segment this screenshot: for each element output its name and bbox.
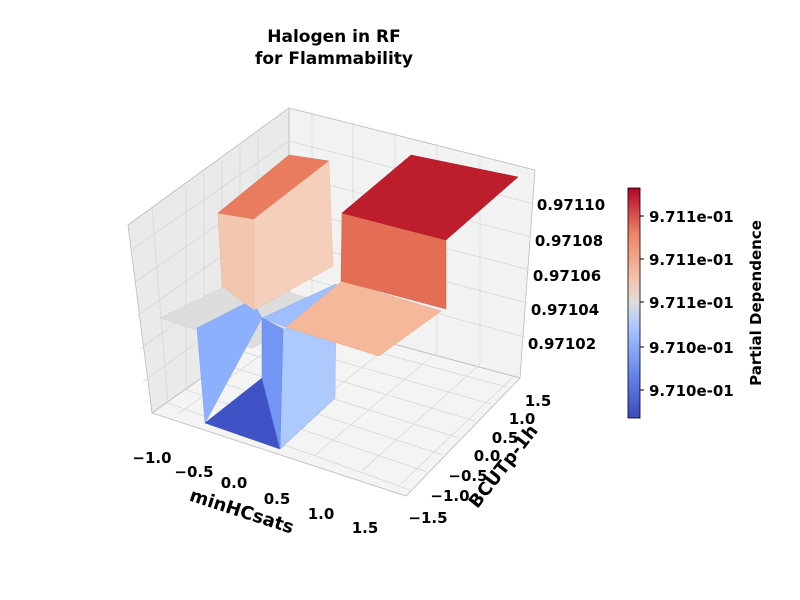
colorbar-tick-label: 9.711e-01 bbox=[649, 294, 734, 312]
y-tick-label: −1.0 bbox=[430, 487, 469, 505]
x-tick-label: 0.5 bbox=[264, 490, 291, 508]
y-tick-label: 1.5 bbox=[525, 392, 552, 410]
colorbar-tick-label: 9.711e-01 bbox=[649, 208, 734, 226]
surface-mid-low-wall bbox=[261, 317, 284, 450]
x-tick-label: 1.0 bbox=[308, 505, 335, 523]
chart-title-line1: Halogen in RF bbox=[267, 27, 400, 47]
colorbar: 9.710e-01 9.710e-01 9.711e-01 9.711e-01 … bbox=[627, 187, 765, 419]
surface-left-high-front bbox=[253, 160, 334, 311]
colorbar-tick-label: 9.710e-01 bbox=[649, 382, 734, 400]
surface-mid-plateau bbox=[285, 280, 442, 357]
y-tick-label: −0.5 bbox=[448, 467, 487, 485]
surface bbox=[159, 154, 519, 450]
z-tick-label: 0.97108 bbox=[535, 232, 603, 250]
y-tick-label: 1.0 bbox=[509, 410, 536, 428]
y-tick-label: 0.0 bbox=[474, 447, 501, 465]
surface-right-high-top bbox=[341, 154, 519, 241]
x-tick-label: 1.5 bbox=[352, 519, 379, 537]
colorbar-tick-label: 9.710e-01 bbox=[649, 339, 734, 357]
z-tick-label: 0.97104 bbox=[531, 301, 599, 319]
colorbar-gradient bbox=[627, 187, 641, 419]
colorbar-label: Partial Dependence bbox=[747, 220, 765, 386]
z-axis: 0.97102 0.97104 0.97106 0.97108 0.97110 bbox=[528, 196, 605, 353]
x-tick-label: −1.0 bbox=[132, 449, 171, 467]
z-tick-label: 0.97110 bbox=[537, 196, 605, 214]
x-tick-label: −0.5 bbox=[174, 463, 213, 481]
y-tick-label: −1.5 bbox=[408, 509, 447, 527]
z-tick-label: 0.97106 bbox=[533, 267, 601, 285]
y-tick-label: 0.5 bbox=[492, 429, 519, 447]
chart-title-line2: for Flammability bbox=[255, 49, 413, 69]
x-tick-label: 0.0 bbox=[221, 474, 248, 492]
z-tick-label: 0.97102 bbox=[528, 335, 596, 353]
colorbar-tick-label: 9.711e-01 bbox=[649, 251, 734, 269]
